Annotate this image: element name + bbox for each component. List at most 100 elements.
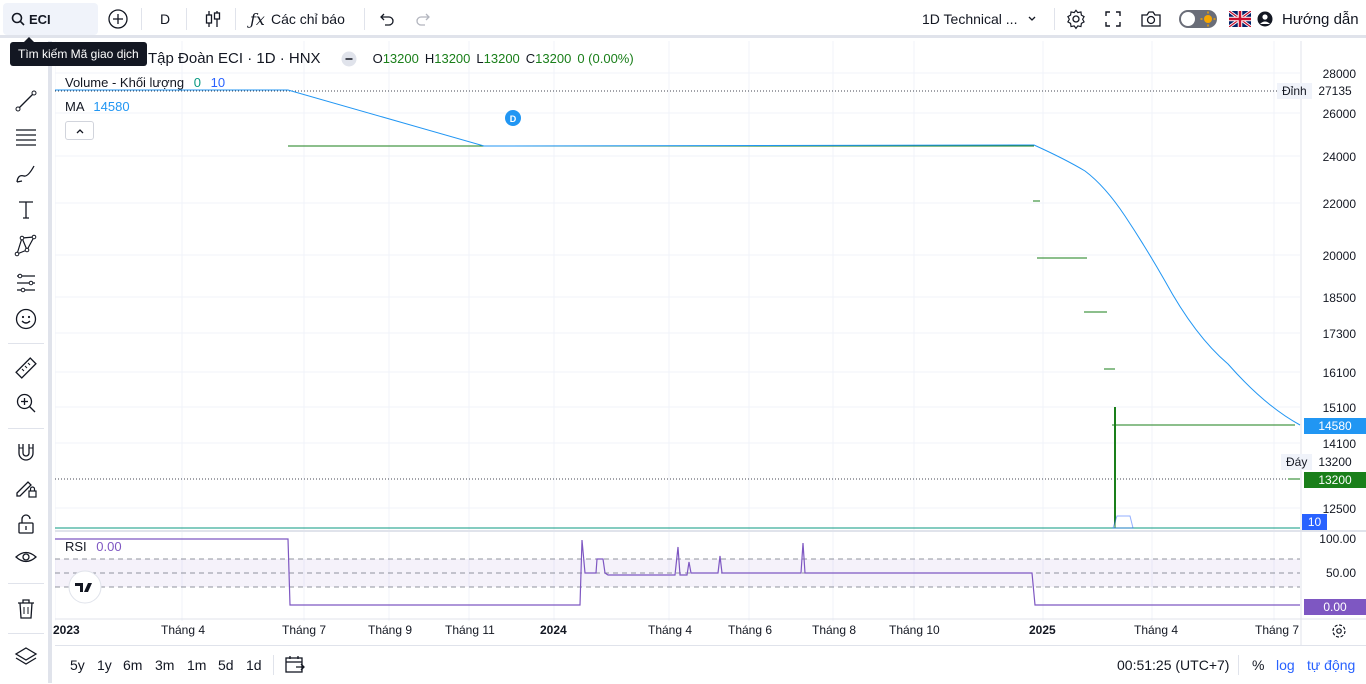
percent-toggle[interactable]: %: [1252, 657, 1265, 673]
minus-circle-icon[interactable]: [341, 51, 357, 67]
log-toggle[interactable]: log: [1276, 657, 1295, 673]
interval-label: D: [160, 11, 171, 27]
interval-button[interactable]: D: [160, 0, 170, 38]
price-tick: 15100: [1322, 401, 1356, 415]
lock-drawings-tool[interactable]: [10, 508, 42, 540]
symbol-title[interactable]: Tập Đoàn ECI · 1D · HNX: [148, 50, 321, 67]
high-value: 13200: [434, 51, 471, 66]
rsi-legend[interactable]: RSI 0.00: [65, 539, 122, 554]
text-icon: [19, 201, 33, 219]
time-axis[interactable]: 2023 Tháng 4 Tháng 7 Tháng 9 Tháng 11 20…: [53, 621, 1300, 641]
range-1m[interactable]: 1m: [187, 657, 207, 673]
grid: [55, 41, 1300, 621]
language-button[interactable]: [1229, 0, 1251, 38]
divider: [1238, 655, 1239, 675]
forecast-icon: [17, 273, 35, 293]
volume-bar: [1112, 515, 1134, 529]
fullscreen-button[interactable]: [1103, 0, 1123, 38]
close-value: 13200: [535, 51, 572, 66]
volume-label: Volume - Khối lượng: [65, 75, 185, 90]
snapshot-button[interactable]: [1140, 0, 1162, 38]
clock-time[interactable]: 00:51:25 (UTC+7): [1117, 657, 1230, 673]
range-3m[interactable]: 3m: [155, 657, 175, 673]
stay-drawing-tool[interactable]: [10, 472, 42, 504]
range-5y[interactable]: 5y: [70, 657, 85, 673]
theme-toggle[interactable]: [1178, 0, 1218, 38]
ruler-icon: [15, 357, 37, 379]
guide-button[interactable]: Hướng dẫn: [1257, 0, 1359, 38]
change-value: 0 (0.00%): [577, 51, 634, 66]
time-tick: 2023: [53, 623, 80, 637]
axis-settings-button[interactable]: [1331, 623, 1347, 644]
volume-value-1: 0: [193, 75, 201, 90]
time-tick: 2025: [1029, 623, 1056, 637]
time-tick: 2024: [540, 623, 567, 637]
price-axis[interactable]: 28000 26000 24000 22000 20000 18500 1730…: [1302, 41, 1366, 621]
zoom-tool[interactable]: [10, 387, 42, 419]
dividend-marker[interactable]: [505, 110, 521, 126]
volume-legend[interactable]: Volume - Khối lượng 0 10: [65, 75, 225, 90]
layout-menu-button[interactable]: 1D Technical ...: [922, 0, 1037, 38]
trend-line-icon: [15, 90, 37, 112]
price-tick: 18500: [1322, 291, 1356, 305]
ma-line: [55, 89, 1301, 426]
open-value: 13200: [382, 51, 419, 66]
range-6m[interactable]: 6m: [123, 657, 143, 673]
object-tree-button[interactable]: [10, 641, 42, 673]
hide-drawings-tool[interactable]: [10, 541, 42, 573]
close-label: C: [525, 51, 536, 66]
price-chart[interactable]: D: [55, 41, 1366, 645]
pattern-tool[interactable]: [10, 230, 42, 262]
unlock-icon: [18, 514, 34, 534]
time-tick: Tháng 10: [889, 623, 940, 637]
undo-button[interactable]: [377, 0, 395, 38]
search-icon: [11, 12, 25, 26]
trend-line-tool[interactable]: [10, 85, 42, 117]
layout-name: 1D Technical ...: [922, 11, 1018, 27]
time-tick: Tháng 4: [1134, 623, 1179, 637]
rsi-badge: 0.00: [1304, 599, 1366, 615]
symbol-label: ECI: [29, 11, 51, 27]
compare-button[interactable]: [107, 0, 129, 38]
ma-value: 14580: [93, 99, 130, 114]
settings-button[interactable]: [1065, 0, 1087, 38]
divider: [141, 8, 142, 30]
text-tool[interactable]: [10, 194, 42, 226]
gear-icon: [1332, 624, 1346, 638]
undo-icon: [380, 13, 394, 26]
time-tick: Tháng 7: [282, 623, 327, 637]
fib-tool[interactable]: [10, 121, 42, 153]
rsi-tick: 50.00: [1325, 566, 1356, 580]
symbol-search-button[interactable]: ECI: [3, 3, 98, 35]
low-value-label: 13200: [1318, 455, 1352, 469]
divider: [8, 633, 44, 634]
magnet-icon: [18, 444, 34, 461]
magnet-tool[interactable]: [10, 436, 42, 468]
chart-type-button[interactable]: [202, 0, 224, 38]
divider: [8, 343, 44, 344]
go-to-date-button[interactable]: [284, 646, 306, 684]
icon-tool[interactable]: [10, 303, 42, 335]
volume-value-2: 10: [210, 75, 226, 90]
camera-icon: [1141, 11, 1161, 27]
collapse-legend-button[interactable]: [65, 121, 94, 140]
indicators-label: Các chỉ báo: [270, 11, 345, 27]
high-label: H: [424, 51, 435, 66]
measure-tool[interactable]: [10, 352, 42, 384]
volume-badge: 10: [1302, 514, 1327, 530]
layers-icon: [14, 647, 38, 665]
zoom-in-icon: [16, 393, 36, 413]
ma-legend[interactable]: MA 14580: [65, 99, 130, 114]
divider: [8, 428, 44, 429]
range-5d[interactable]: 5d: [218, 657, 234, 673]
range-1y[interactable]: 1y: [97, 657, 112, 673]
auto-toggle[interactable]: tự động: [1307, 657, 1356, 673]
remove-drawings-tool[interactable]: [10, 593, 42, 625]
trash-icon: [18, 599, 34, 619]
redo-button[interactable]: [415, 0, 433, 38]
range-1d[interactable]: 1d: [246, 657, 262, 673]
indicators-button[interactable]: ƒx Các chỉ báo: [250, 0, 345, 38]
brush-tool[interactable]: [10, 158, 42, 190]
prediction-tool[interactable]: [10, 267, 42, 299]
chart-legend: Tập Đoàn ECI · 1D · HNX O13200 H13200 L1…: [148, 50, 634, 67]
